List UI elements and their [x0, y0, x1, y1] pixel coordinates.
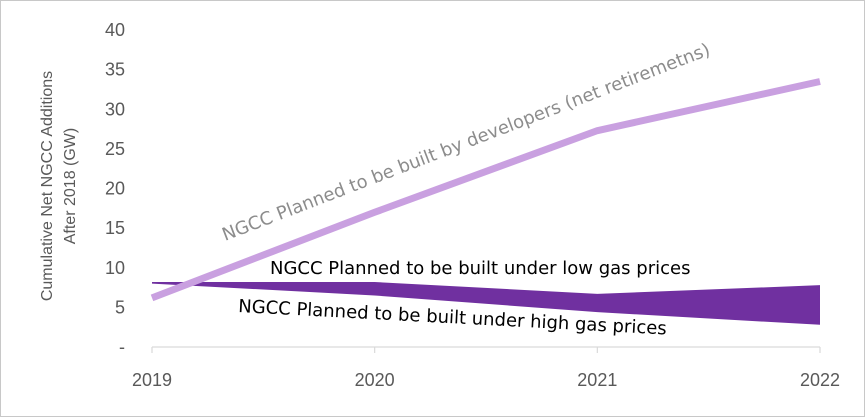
low-gas-series-annotation: NGCC Planned to be built under low gas p… — [270, 258, 690, 279]
x-axis-tick-marks — [151, 347, 821, 353]
gas-price-band-area — [152, 282, 820, 325]
y-tick-label: 30 — [105, 99, 125, 119]
y-tick-label: 40 — [105, 20, 125, 40]
developers-series-line — [150, 78, 821, 302]
x-axis-ticks: 2019 2020 2021 2022 — [132, 370, 840, 390]
x-tick-label: 2019 — [132, 370, 172, 390]
x-tick-label: 2021 — [577, 370, 617, 390]
y-axis-label-line-2: After 2018 (GW) — [62, 128, 79, 244]
x-tick-label: 2020 — [355, 370, 395, 390]
y-tick-label: 10 — [105, 258, 125, 278]
y-tick-label: 20 — [105, 179, 125, 199]
y-axis-ticks: - 5 10 15 20 25 30 35 40 — [105, 20, 125, 357]
developers-series-annotation: NGCC Planned to be built by developers (… — [219, 39, 713, 245]
x-tick-label: 2022 — [800, 370, 840, 390]
y-tick-label: 35 — [105, 60, 125, 80]
y-axis-label-line-1: Cumulative Net NGCC Additions — [39, 71, 56, 301]
y-tick-label: 25 — [105, 139, 125, 159]
y-tick-label: 15 — [105, 218, 125, 238]
y-tick-label: 5 — [115, 297, 125, 317]
y-tick-label: - — [119, 337, 125, 357]
